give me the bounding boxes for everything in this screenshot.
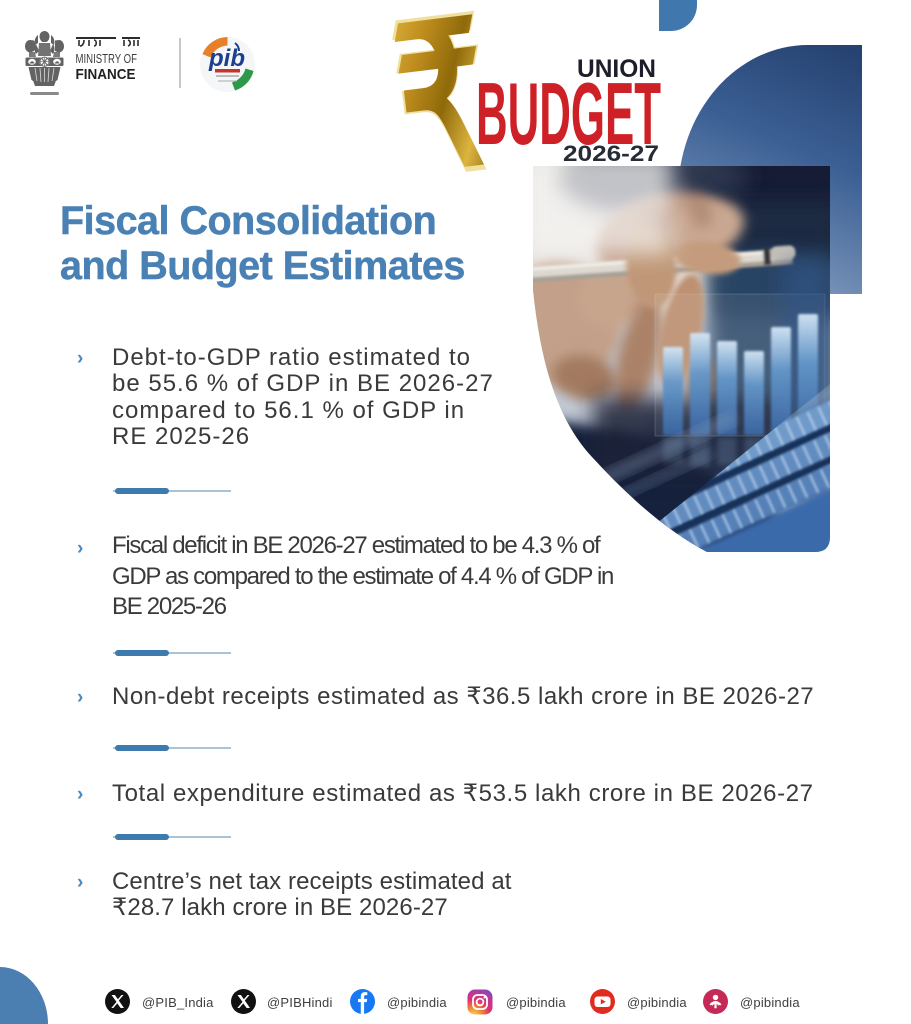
svg-text:BUDGET: BUDGET (476, 64, 661, 163)
svg-text:2026-27: 2026-27 (563, 141, 659, 166)
svg-text:UNION: UNION (577, 55, 656, 83)
svg-text:FINANCE: FINANCE (76, 66, 136, 83)
svg-text:MINISTRY OF: MINISTRY OF (76, 52, 138, 66)
